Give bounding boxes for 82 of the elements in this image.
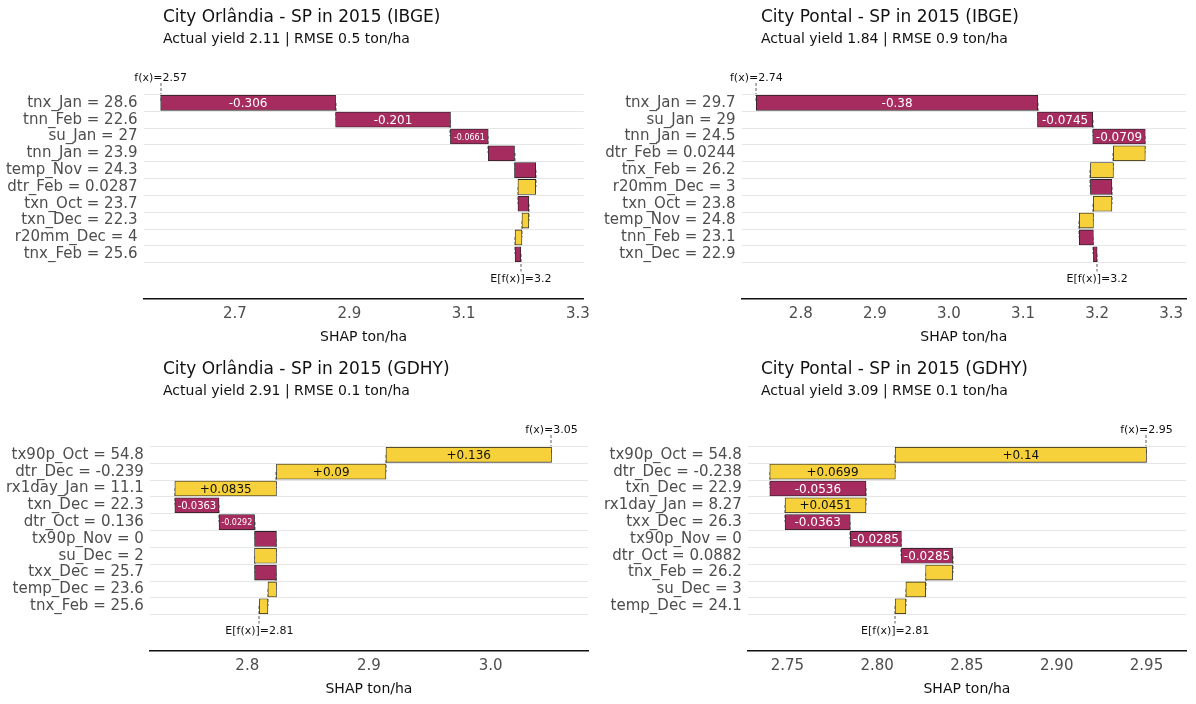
x-axis-title: SHAP ton/ha xyxy=(920,328,1008,345)
x-axis-title: SHAP ton/ha xyxy=(325,680,413,697)
x-tick-label: 2.7 xyxy=(223,304,247,323)
y-tick-label: txn_Dec = 22.9 xyxy=(619,244,736,264)
y-tick-label: tx90p_Oct = 54.8 xyxy=(609,444,742,464)
y-tick-label: tx90p_Oct = 54.8 xyxy=(11,444,144,464)
text: f(x)=3.05 xyxy=(525,423,578,437)
data-label: +0.136 xyxy=(446,447,491,462)
y-tick-label: rx1day_Jan = 8.27 xyxy=(603,495,742,515)
x-tick-label: 3.2 xyxy=(1085,304,1110,323)
chart-title: City Orlândia - SP in 2015 (IBGE) xyxy=(163,5,442,26)
data-label: -0.0285 xyxy=(903,548,951,563)
data-label: -0.0745 xyxy=(1041,112,1089,127)
x-tick-label: 2.9 xyxy=(337,304,362,323)
y-tick-label: temp_Dec = 23.6 xyxy=(12,579,144,599)
x-tick-label: 3.3 xyxy=(1159,304,1184,323)
x-tick-label: 2.90 xyxy=(1040,656,1074,675)
y-tick-label: su_Jan = 27 xyxy=(48,126,138,146)
y-tick-label: dtr_Feb = 0.0244 xyxy=(605,143,736,163)
data-label: +0.14 xyxy=(1002,447,1040,462)
y-tick-label: txn_Dec = 22.3 xyxy=(21,210,138,230)
x-tick-label: 3.3 xyxy=(566,304,590,323)
y-tick-label: r20mm_Dec = 4 xyxy=(14,227,138,247)
x-tick-label: 2.8 xyxy=(788,304,813,323)
y-tick-label: tnx_Feb = 25.6 xyxy=(30,596,144,616)
data-label: +0.0451 xyxy=(799,498,852,513)
text: f(x)=2.74 xyxy=(729,71,783,85)
x-tick-label: 2.9 xyxy=(357,656,381,675)
chart-subtitle: Actual yield 2.91 | RMSE 0.1 ton/ha xyxy=(163,381,411,398)
chart-title: City Pontal - SP in 2015 (IBGE) xyxy=(761,5,1020,26)
y-tick-label: txn_Dec = 22.9 xyxy=(625,478,742,498)
y-tick-label: txn_Dec = 22.3 xyxy=(27,495,144,515)
data-label: +0.0699 xyxy=(806,464,859,479)
data-label: -0.0709 xyxy=(1095,129,1143,144)
chart-subtitle: Actual yield 3.09 | RMSE 0.1 ton/ha xyxy=(761,381,1009,398)
y-tick-label: tnn_Jan = 23.9 xyxy=(26,143,138,163)
y-tick-label: tnx_Feb = 26.2 xyxy=(628,562,742,582)
x-tick-label: 3.1 xyxy=(451,304,476,323)
data-label: +0.09 xyxy=(312,464,350,479)
data-label: -0.38 xyxy=(881,95,913,110)
data-label: +0.0835 xyxy=(199,481,252,496)
y-tick-label: tnx_Jan = 29.7 xyxy=(625,92,736,112)
x-tick-label: 3.0 xyxy=(478,656,503,675)
y-tick-label: tnn_Feb = 23.1 xyxy=(621,227,736,247)
x-tick-label: 2.95 xyxy=(1129,656,1164,675)
chart-subtitle: Actual yield 2.11 | RMSE 0.5 ton/ha xyxy=(163,29,411,46)
y-tick-label: temp_Nov = 24.3 xyxy=(5,160,138,180)
y-tick-label: temp_Nov = 24.8 xyxy=(603,210,736,230)
x-axis-title: SHAP ton/ha xyxy=(320,328,408,345)
data-label: -0.306 xyxy=(228,95,268,110)
data-label: -0.0363 xyxy=(794,515,841,530)
x-tick-label: 2.75 xyxy=(770,656,805,675)
y-tick-label: su_Dec = 3 xyxy=(656,579,742,599)
x-tick-label: 2.8 xyxy=(235,656,260,675)
y-tick-label: tnx_Feb = 25.6 xyxy=(23,244,138,264)
x-tick-label: 2.80 xyxy=(860,656,894,675)
y-tick-label: txn_Oct = 23.8 xyxy=(622,193,736,213)
text: E[f(x)]=2.81 xyxy=(225,623,294,637)
text: E[f(x)]=3.2 xyxy=(490,271,552,285)
data-label: -0.0292 xyxy=(221,518,253,528)
y-tick-label: temp_Dec = 24.1 xyxy=(610,596,742,616)
chart-subtitle: Actual yield 1.84 | RMSE 0.9 ton/ha xyxy=(761,29,1009,46)
data-label: -0.0363 xyxy=(177,499,217,511)
data-label: -0.0536 xyxy=(794,481,842,496)
data-label: -0.201 xyxy=(373,112,413,127)
text: E[f(x)]=2.81 xyxy=(861,623,930,637)
x-tick-label: 2.85 xyxy=(950,656,984,675)
y-tick-label: rx1day_Jan = 11.1 xyxy=(5,478,144,498)
chart-title: City Orlândia - SP in 2015 (GDHY) xyxy=(163,357,451,378)
y-tick-label: tnx_Jan = 28.6 xyxy=(27,92,138,112)
text: E[f(x)]=3.2 xyxy=(1066,271,1128,285)
text: f(x)=2.95 xyxy=(1120,423,1173,437)
x-tick-label: 3.0 xyxy=(937,304,961,323)
text: f(x)=2.57 xyxy=(134,71,188,85)
y-tick-label: txx_Dec = 25.7 xyxy=(28,562,144,582)
data-label: -0.0285 xyxy=(852,532,899,547)
data-label: -0.0661 xyxy=(453,132,485,142)
y-tick-label: txn_Oct = 23.7 xyxy=(24,193,138,213)
x-tick-label: 2.9 xyxy=(862,304,887,323)
x-tick-label: 3.1 xyxy=(1011,304,1035,323)
chart-title: City Pontal - SP in 2015 (GDHY) xyxy=(761,357,1029,378)
x-axis-title: SHAP ton/ha xyxy=(923,680,1011,697)
